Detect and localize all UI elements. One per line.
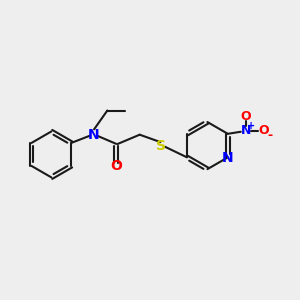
- Text: O: O: [241, 110, 251, 123]
- Text: N: N: [222, 151, 234, 165]
- Text: +: +: [247, 121, 255, 130]
- Text: S: S: [156, 139, 166, 153]
- Text: O: O: [110, 160, 122, 173]
- Text: N: N: [241, 124, 251, 137]
- Text: O: O: [258, 124, 269, 137]
- Text: -: -: [268, 129, 273, 142]
- Text: N: N: [88, 128, 100, 142]
